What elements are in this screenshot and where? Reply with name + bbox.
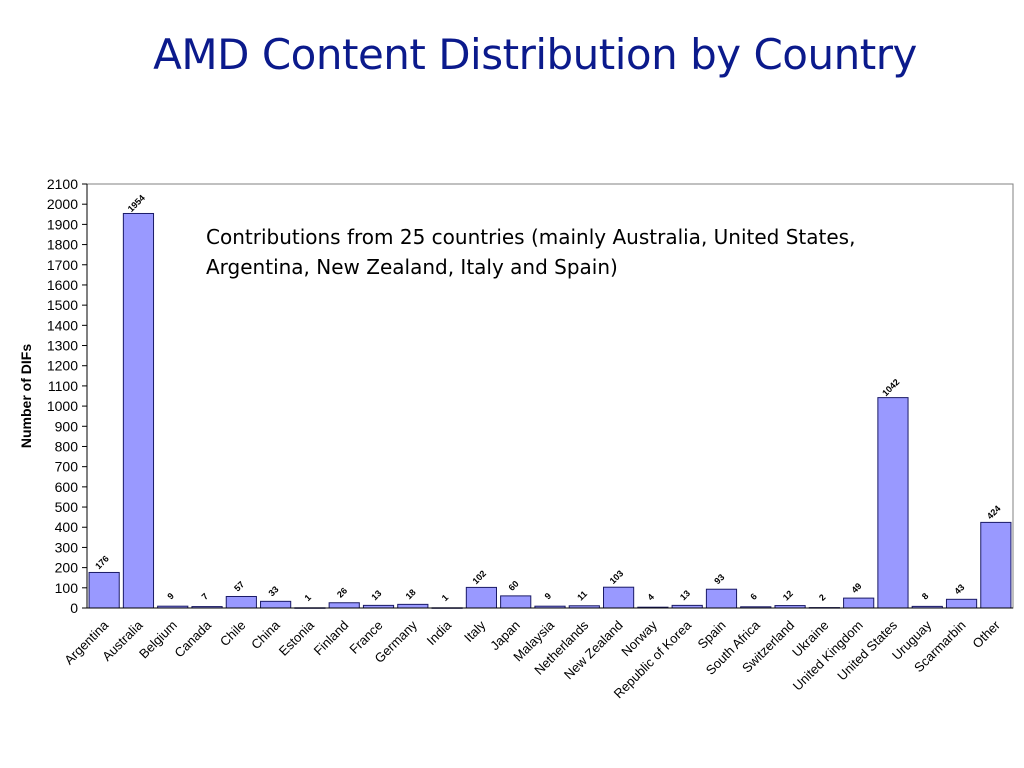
y-axis-title: Number of DIFs: [18, 344, 34, 448]
x-tick-label: Estonia: [276, 617, 318, 659]
value-label: 33: [266, 584, 280, 598]
bar-chile: [225, 595, 257, 609]
bar-japan: [500, 595, 532, 609]
bar-china: [260, 600, 292, 609]
y-tick-label: 1700: [47, 257, 78, 273]
y-tick-label: 700: [55, 459, 79, 475]
value-label: 7: [200, 591, 211, 602]
value-label: 60: [507, 579, 521, 593]
x-tick-label: India: [424, 617, 455, 648]
value-label: 57: [232, 579, 246, 593]
slide-title: AMD Content Distribution by Country: [153, 30, 917, 79]
y-tick-label: 1500: [47, 297, 78, 313]
x-tick-label: Finland: [311, 618, 352, 659]
x-tick-label: Other: [969, 617, 1003, 651]
value-label: 1: [440, 592, 451, 603]
bar-argentina: [88, 571, 120, 609]
y-tick-label: 1200: [47, 358, 78, 374]
value-label: 26: [335, 586, 349, 600]
x-tick-label: Canada: [171, 617, 214, 660]
value-label: 1: [302, 592, 313, 603]
value-label: 13: [678, 588, 692, 602]
y-tick-label: 1900: [47, 216, 78, 232]
value-label: 8: [920, 591, 931, 602]
plot-area: [86, 183, 1014, 609]
bar-united-states: [877, 397, 909, 609]
chart-annotation: Contributions from 25 countries (mainly …: [206, 225, 856, 279]
bar-germany: [397, 603, 429, 609]
y-tick-label: 1000: [47, 398, 78, 414]
x-tick-label: Italy: [461, 617, 489, 645]
value-label: 93: [712, 572, 726, 586]
y-tick-label: 200: [55, 560, 79, 576]
value-label: 13: [369, 588, 383, 602]
bar-other: [980, 521, 1012, 609]
bar-scarmarbin: [945, 598, 978, 609]
y-tick-label: 400: [55, 519, 79, 535]
y-tick-label: 0: [70, 600, 78, 616]
y-tick-label: 300: [55, 539, 79, 555]
bar-italy: [465, 586, 497, 609]
bar-australia: [122, 212, 155, 609]
y-tick-label: 500: [55, 499, 79, 515]
bar-finland: [328, 602, 360, 609]
value-label: 4: [645, 592, 656, 603]
value-label: 18: [404, 587, 418, 601]
y-tick-label: 1100: [48, 378, 78, 394]
y-tick-label: 2100: [47, 176, 78, 192]
y-tick-label: 600: [55, 479, 79, 495]
value-label: 9: [543, 591, 554, 602]
y-tick-label: 2000: [47, 196, 78, 212]
x-tick-label: Argentina: [61, 617, 112, 668]
y-tick-label: 1300: [47, 338, 78, 354]
value-label: 43: [952, 582, 966, 596]
y-tick-label: 1600: [47, 277, 78, 293]
value-label: 6: [748, 591, 759, 602]
bar-united-kingdom: [843, 597, 875, 609]
y-tick-label: 100: [55, 580, 79, 596]
y-tick-label: 1400: [47, 317, 78, 333]
value-label: 2: [817, 592, 828, 603]
bar-new-zealand: [603, 586, 635, 609]
x-tick-label: Chile: [217, 618, 249, 650]
y-tick-label: 800: [55, 438, 79, 454]
y-tick-label: 900: [55, 418, 79, 434]
value-label: 9: [165, 591, 176, 602]
y-tick-label: 1800: [47, 237, 78, 253]
y-axis: 0 100 200 300 400 500 600 700 800 900 1000 1100 1200…: [47, 176, 88, 616]
x-tick-label: Belgium: [136, 618, 180, 662]
bar-spain: [705, 588, 738, 609]
